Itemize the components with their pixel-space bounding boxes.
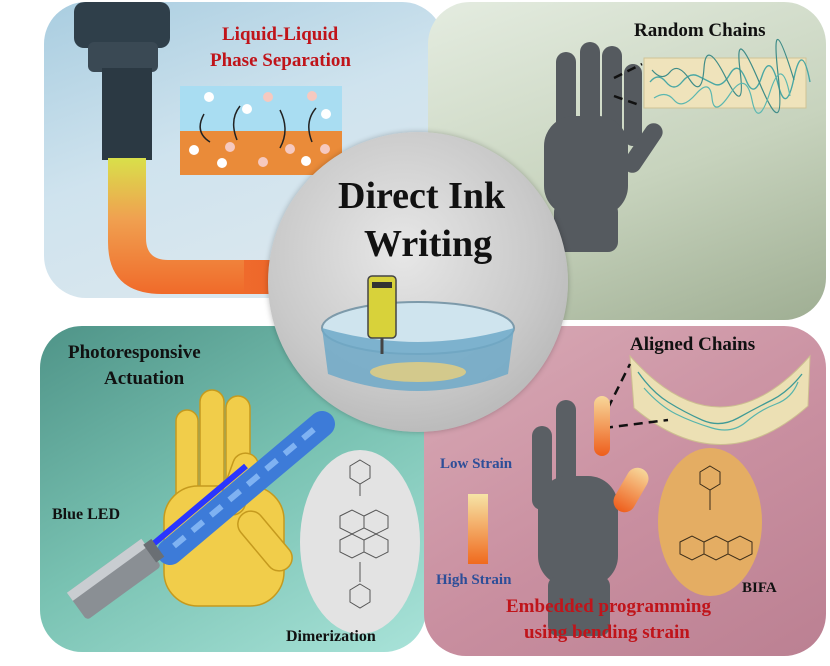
center-title-line1: Direct Ink <box>338 175 506 217</box>
llps-title-line2: Phase Separation <box>210 50 351 71</box>
petri-dish-liquid <box>322 328 514 391</box>
bifa-molecule-oval <box>658 448 762 596</box>
blue-led-label: Blue LED <box>52 506 121 523</box>
printed-hand-in-dish <box>370 362 466 382</box>
aligned-chain-band <box>629 354 811 445</box>
blue-tube-highlight <box>172 423 320 549</box>
droplet-arrows <box>199 105 317 149</box>
nozzle-tip <box>102 68 152 160</box>
center-title-line2: Writing <box>364 223 493 265</box>
center-circle: Direct Ink Writing <box>268 132 568 432</box>
strain-gradient-bar <box>468 494 488 564</box>
dimerization-label: Dimerization <box>286 628 376 645</box>
random-chains-illustration <box>544 38 811 252</box>
actuation-illustration <box>66 389 420 634</box>
aligned-chains-illustration <box>468 354 811 636</box>
droplets <box>189 91 331 168</box>
dimer-structure <box>339 459 389 609</box>
caption-line2: using bending strain <box>524 622 690 643</box>
llps-title-line1: Liquid-Liquid <box>222 24 339 45</box>
gray-hand <box>544 42 663 252</box>
random-chain-3 <box>653 73 791 114</box>
callout-line-upper <box>613 62 643 80</box>
aligned-callout-upper <box>606 363 632 409</box>
caption-line1: Embedded programming <box>506 596 711 617</box>
photoresponsive-title-line2: Actuation <box>104 368 185 389</box>
llps-top-phase <box>180 86 342 131</box>
nozzle-cap <box>74 2 170 48</box>
blue-led-device <box>66 538 165 619</box>
syringe-band <box>372 282 392 288</box>
programmed-finger-1 <box>594 396 610 456</box>
programmed-hand <box>532 400 618 636</box>
random-chains-label: Random Chains <box>634 20 766 41</box>
callout-line-lower <box>613 94 643 108</box>
programmed-finger-2 <box>613 467 649 513</box>
random-chain-1 <box>649 59 811 100</box>
aligned-chain-1 <box>637 371 803 425</box>
nozzle-collar <box>88 42 158 72</box>
dimer-molecule-oval <box>300 450 420 634</box>
bifa-label: BIFA <box>742 580 777 596</box>
high-strain-label: High Strain <box>436 572 512 588</box>
bifa-structure <box>679 465 753 561</box>
llps-bottom-phase <box>180 131 342 175</box>
low-strain-label: Low Strain <box>440 456 513 472</box>
random-chain-2 <box>651 38 795 114</box>
aligned-chain-2 <box>643 381 799 431</box>
aligned-callout-lower <box>603 418 669 430</box>
photoresponsive-title-line1: Photoresponsive <box>68 342 201 363</box>
aligned-chains-label: Aligned Chains <box>630 334 756 355</box>
dish-illustration <box>321 275 515 391</box>
